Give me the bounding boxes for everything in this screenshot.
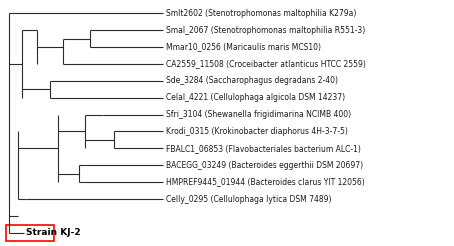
Text: Sde_3284 (Saccharophagus degradans 2-40): Sde_3284 (Saccharophagus degradans 2-40)	[166, 76, 338, 85]
Text: Smal_2067 (Stenotrophomonas maltophilia R551-3): Smal_2067 (Stenotrophomonas maltophilia …	[166, 26, 365, 35]
Bar	[6, 225, 54, 241]
Text: CA2559_11508 (Croceibacter atlanticus HTCC 2559): CA2559_11508 (Croceibacter atlanticus HT…	[166, 59, 365, 68]
Text: Sfri_3104 (Shewanella frigidimarina NCIMB 400): Sfri_3104 (Shewanella frigidimarina NCIM…	[166, 110, 351, 119]
Text: Celly_0295 (Cellulophaga lytica DSM 7489): Celly_0295 (Cellulophaga lytica DSM 7489…	[166, 195, 331, 203]
Text: Mmar10_0256 (Maricaulis maris MCS10): Mmar10_0256 (Maricaulis maris MCS10)	[166, 43, 321, 51]
Text: FBALC1_06853 (Flavobacteriales bacterium ALC-1): FBALC1_06853 (Flavobacteriales bacterium…	[166, 144, 360, 153]
Text: Smlt2602 (Stenotrophomonas maltophilia K279a): Smlt2602 (Stenotrophomonas maltophilia K…	[166, 9, 356, 18]
Text: BACEGG_03249 (Bacteroides eggerthii DSM 20697): BACEGG_03249 (Bacteroides eggerthii DSM …	[166, 161, 363, 170]
Text: Strain KJ-2: Strain KJ-2	[26, 228, 81, 237]
Text: HMPREF9445_01944 (Bacteroides clarus YIT 12056): HMPREF9445_01944 (Bacteroides clarus YIT…	[166, 178, 365, 187]
Text: Krodi_0315 (Krokinobacter diaphorus 4H-3-7-5): Krodi_0315 (Krokinobacter diaphorus 4H-3…	[166, 127, 348, 136]
Text: Celal_4221 (Cellulophaga algicola DSM 14237): Celal_4221 (Cellulophaga algicola DSM 14…	[166, 93, 345, 102]
